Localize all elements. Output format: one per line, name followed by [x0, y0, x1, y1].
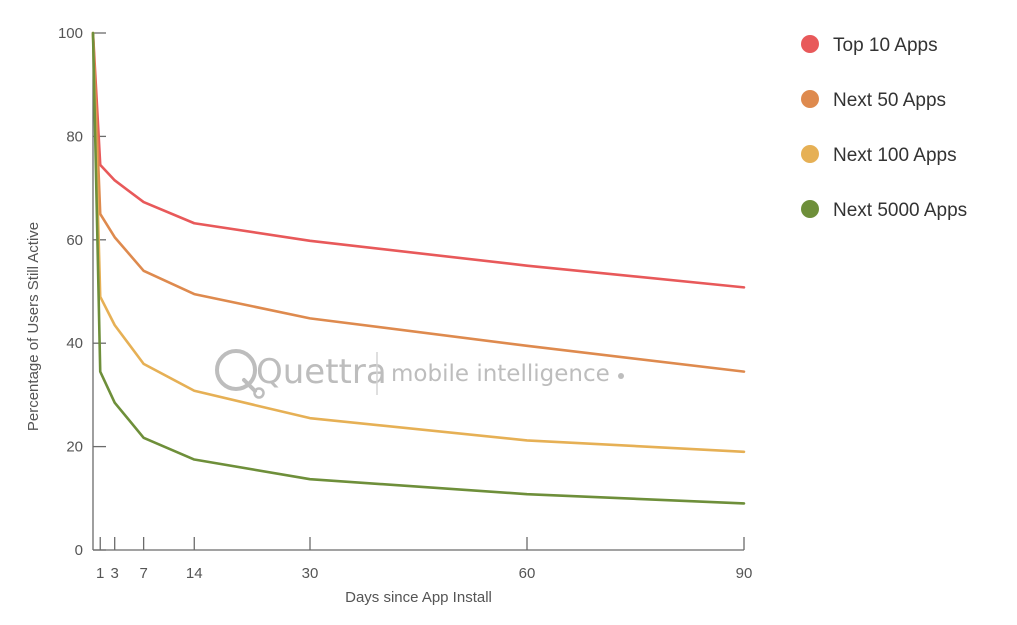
x-tick-label: 1: [96, 565, 104, 582]
x-tick-label: 7: [139, 565, 147, 582]
y-tick-label: 40: [66, 335, 83, 352]
x-tick-label: 30: [302, 565, 319, 582]
x-tick-label: 14: [186, 565, 203, 582]
series-line-4: [91, 31, 746, 505]
legend-label: Next 100 Apps: [833, 145, 957, 166]
series-line-3: [91, 31, 746, 454]
quettra-logo-icon: [215, 349, 265, 399]
axes: 0 20 40 60 80 100 1 3 7 14 30 60 90: [58, 25, 752, 582]
legend-marker: [801, 145, 819, 163]
legend-label: Top 10 Apps: [833, 35, 938, 56]
y-tick-label: 100: [58, 25, 83, 42]
series-line-2: [91, 31, 746, 373]
legend-marker: [801, 35, 819, 53]
x-axis-title: Days since App Install: [345, 589, 492, 606]
x-tick-label: 60: [519, 565, 536, 582]
legend-marker: [801, 90, 819, 108]
y-tick-label: 20: [66, 439, 83, 456]
y-tick-label: 60: [66, 232, 83, 249]
legend: Top 10 Apps Next 50 Apps Next 100 Apps Next…: [801, 35, 967, 221]
quettra-watermark: Quettra mobile intelligence: [215, 349, 624, 399]
legend-label: Next 5000 Apps: [833, 200, 967, 221]
y-tick-label: 0: [75, 542, 83, 559]
x-tick-label: 90: [736, 565, 753, 582]
y-axis-title: Percentage of Users Still Active: [25, 222, 42, 431]
series-line-1: [91, 31, 746, 289]
watermark-dot: [618, 373, 624, 379]
legend-marker: [801, 200, 819, 218]
watermark-brand: Quettra: [256, 352, 387, 392]
legend-label: Next 50 Apps: [833, 90, 946, 111]
watermark-tagline: mobile intelligence: [391, 361, 610, 387]
series-lines: [91, 31, 746, 505]
y-tick-label: 80: [66, 128, 83, 145]
x-tick-label: 3: [111, 565, 119, 582]
